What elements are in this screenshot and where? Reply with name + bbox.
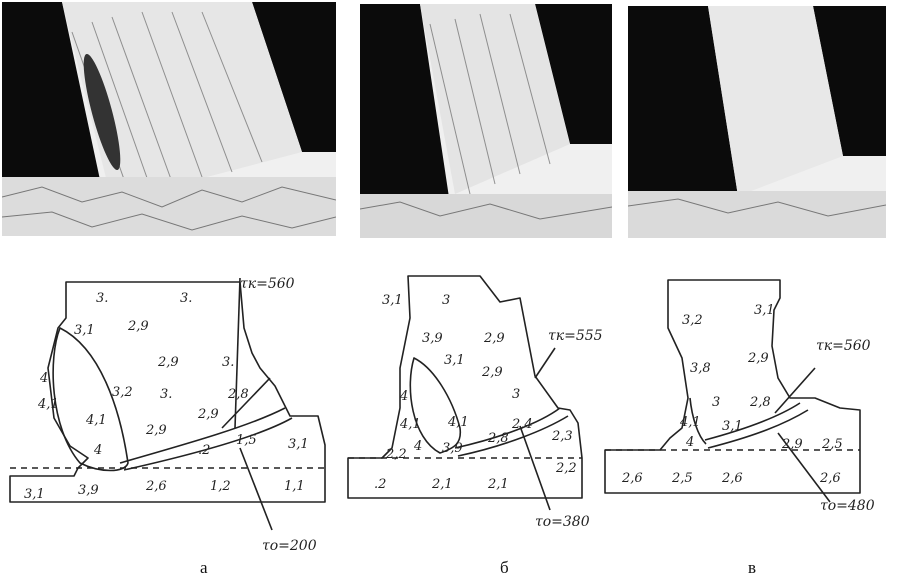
panel-b-value: 4,1: [399, 417, 421, 432]
panel-b-value: 3,1: [444, 353, 465, 368]
panel-c-value: 4,1: [679, 415, 701, 430]
caption-b: б: [500, 558, 509, 577]
panel-b-value: 3,9: [422, 331, 443, 346]
panel-c-value: 2,6: [819, 471, 841, 486]
panel-b-value: .2: [374, 477, 386, 492]
panel-c-value: 3,1: [754, 303, 775, 318]
panel-c-value: 4: [685, 435, 694, 450]
panel-b-value: 2,1: [431, 477, 453, 492]
to-label-c: τо=480: [820, 498, 875, 514]
panel-c-value: 3,8: [690, 361, 711, 376]
panel-b-value: 4,1: [447, 415, 469, 430]
micrograph-c: [628, 6, 886, 238]
weld-diagrams: 3. 3. 3,1 2,9 2,9 3. 4 4,1 3,2 3. 2,8 4,1 2,9 2,9 4 .2 1…: [9, 275, 875, 554]
diagram-b-outline: [347, 275, 583, 499]
diagram-a-values: 3. 3. 3,1 2,9 2,9 3. 4 4,1 3,2 3. 2,8 4,1 2,9 2,9 4 .2 1…: [24, 291, 309, 502]
panel-a-value: 2,9: [145, 423, 167, 438]
panel-c-value: 3,2: [682, 313, 703, 328]
panel-b-value: 3: [512, 387, 520, 402]
panel-b-value: 4: [399, 389, 408, 404]
panel-b-value: 2,1: [487, 477, 509, 492]
panel-c-value: 2,9: [781, 437, 803, 452]
panel-a-value: 3.: [96, 291, 108, 306]
panel-b-value: 3: [442, 293, 450, 308]
micrograph-b: [360, 4, 612, 238]
panel-a-value: 3.: [160, 387, 172, 402]
diagram-c-outline: [604, 279, 861, 494]
panel-b-value: 3,1: [382, 293, 403, 308]
panel-a-value: 1,1: [284, 479, 305, 494]
panel-b-value: 2,8: [487, 431, 509, 446]
panel-a-value: 3.: [222, 355, 234, 370]
panel-b-value: 2,4: [511, 417, 533, 432]
panel-c-value: 3: [712, 395, 720, 410]
to-label-b: τо=380: [535, 514, 590, 530]
panel-a-value: 2,9: [127, 319, 149, 334]
panel-a-value: 3,1: [74, 323, 95, 338]
diagram-b-values: 3,1 3 3,9 2,9 3,1 2,9 4 4,1 4,1 3 2,2 4 3,9 2,82,4 2,3…: [374, 293, 577, 492]
panel-a-value: 4: [93, 443, 102, 458]
panel-a-value: 2,6: [145, 479, 167, 494]
panel-b-value: 4: [413, 439, 422, 454]
panel-a-value: 4,1: [85, 413, 107, 428]
panel-b-value: 2,2: [385, 447, 407, 462]
diagram-a-inclusion: [52, 327, 129, 472]
panel-a-value: 4,1: [37, 397, 59, 412]
diagram-a-outline: [9, 281, 326, 503]
caption-a: а: [200, 558, 208, 577]
panel-a-value: 3,9: [78, 483, 99, 498]
panel-a-value: 2,9: [157, 355, 179, 370]
panel-b-value: 2,9: [481, 365, 503, 380]
tk-label-c: τк=560: [816, 338, 871, 354]
tk-label-b: τк=555: [548, 328, 603, 344]
panel-a-value: 2,8: [227, 387, 249, 402]
panel-c-value: 2,6: [621, 471, 643, 486]
panel-c-value: 2,8: [749, 395, 771, 410]
panel-b-value: 3,9: [442, 441, 463, 456]
panel-b-value: 2,3: [551, 429, 573, 444]
caption-c: в: [748, 558, 757, 577]
to-label-a: τо=200: [262, 538, 317, 554]
panel-b-value: 2,9: [483, 331, 505, 346]
panel-a-value: 3,1: [288, 437, 309, 452]
panel-c-value: 2,6: [721, 471, 743, 486]
diagram-c-values: 3,2 3,1 3,8 2,9 3 2,8 4,1 4 3,1 2,9 2,5 2,6 2,5 2,6 2,…: [621, 303, 843, 486]
panel-c-value: 3,1: [722, 419, 743, 434]
micrograph-a: [2, 2, 336, 236]
panel-c-value: 2,9: [747, 351, 769, 366]
diagram-b-inclusion: [409, 357, 462, 454]
panel-a-value: 3,1: [24, 487, 45, 502]
panel-a-value: .2: [198, 443, 210, 458]
panel-a-value: 1,5: [236, 433, 257, 448]
panel-b-value: 2,2: [555, 461, 577, 476]
panel-a-value: 4: [39, 371, 48, 386]
panel-a-value: 2,9: [197, 407, 219, 422]
panel-a-value: 1,2: [210, 479, 231, 494]
panel-a-value: 3,2: [112, 385, 133, 400]
panel-a-value: 3.: [180, 291, 192, 306]
panel-c-value: 2,5: [821, 437, 843, 452]
tk-label-a: τк=560: [240, 276, 295, 292]
panel-c-value: 2,5: [671, 471, 693, 486]
